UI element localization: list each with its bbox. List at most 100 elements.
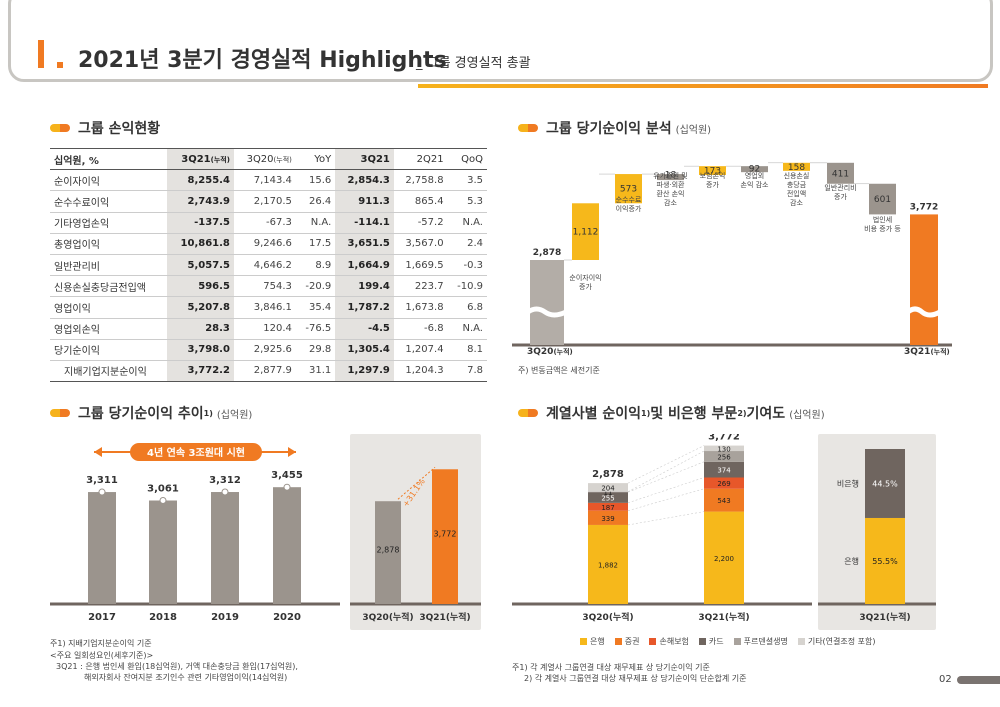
trend-value-label: 3,061 [147, 484, 179, 495]
legend-item: 은행 [580, 636, 605, 647]
waterfall-category-label: 비용 증가 등 [864, 224, 901, 233]
table-cell: 8.1 [447, 339, 487, 361]
table-cell: 4,646.2 [233, 254, 296, 277]
table-cell: 3.5 [447, 169, 487, 192]
waterfall-value-label: 411 [832, 169, 849, 179]
table-cell: 1,673.8 [393, 296, 448, 319]
trend-note-2: <주요 일회성요인(세후기준)> [50, 651, 154, 660]
row-label: 당기순이익 [50, 339, 168, 361]
table-cell: 1,207.4 [393, 339, 448, 361]
banner-pill [130, 443, 262, 461]
contrib-category-label: 3Q21(누적) [698, 611, 749, 623]
table-cell: -114.1 [335, 212, 394, 234]
growth-category-label: 3Q21(누적) [419, 611, 470, 623]
table-cell: 35.4 [295, 296, 336, 319]
legend-label: 증권 [624, 637, 640, 646]
header-accent-bar [38, 40, 44, 68]
contrib-segment-label: 11 [604, 489, 613, 497]
waterfall-bar [530, 260, 564, 345]
nonbank-share-chart: 55.5% 44.5% 은행 비은행 3Q21(누적) [818, 449, 936, 623]
trend-bar [88, 492, 116, 604]
table-cell: 865.4 [393, 190, 448, 213]
waterfall-value-label: 173 [704, 167, 721, 177]
contrib-segment-label: 543 [717, 497, 730, 505]
waterfall-value-label: 2,878 [533, 248, 561, 258]
contrib-connector [627, 477, 705, 504]
table-cell: 15.6 [295, 169, 336, 192]
waterfall-category-label: 영업외 [745, 171, 764, 180]
header-accent-dot [57, 62, 63, 68]
table-row: 영업이익 5,207.8 3,846.1 35.4 1,787.2 1,673.8 6.8 [50, 296, 487, 319]
waterfall-category-label: 증가 [834, 192, 847, 201]
waterfall-end-label: 3Q21(누적) [904, 347, 950, 357]
table-row: 지배기업지분순이익 3,772.2 2,877.9 31.1 1,297.9 1,204.… [50, 360, 487, 383]
row-label: 영업외손익 [50, 318, 168, 340]
waterfall-bar [657, 174, 684, 181]
waterfall-category-label: 보험손익 [700, 172, 726, 180]
legend-item: 기타(연결조정 포함) [797, 636, 876, 647]
contrib-segment-label: 2,200 [714, 555, 734, 563]
table-cell: 2,743.9 [167, 190, 234, 213]
contrib-connector [627, 461, 705, 493]
table-cell: 5,057.5 [167, 254, 234, 277]
table-row: 당기순이익 3,798.0 2,925.6 29.8 1,305.4 1,207.4 8.1 [50, 339, 487, 361]
bullet-icon [50, 124, 70, 132]
page-title: 2021년 3분기 경영실적 Highlights [78, 48, 447, 73]
col-header: YoY [295, 147, 336, 171]
table-header-row: 십억원, % 3Q21(누적) 3Q20(누적) YoY 3Q21 2Q21 Q… [50, 147, 487, 171]
ni-analysis-heading: 그룹 당기순이익 분석 (십억원) [518, 118, 711, 138]
waterfall-note: 주) 변동금액은 세전기준 [518, 366, 600, 375]
growth-bar [432, 469, 458, 604]
table-cell: 26.4 [295, 190, 336, 213]
table-cell: 31.1 [295, 360, 336, 383]
row-label: 일반관리비 [50, 254, 168, 277]
table-cell: 1,305.4 [335, 339, 394, 361]
row-label: 순이자이익 [50, 169, 168, 192]
table-cell: -4.5 [335, 318, 394, 340]
page-subtitle: _ 그룹 경영실적 총괄 [416, 56, 531, 71]
table-cell: 596.5 [167, 275, 234, 298]
col-header: 3Q21 [335, 147, 394, 171]
table-cell: 8,255.4 [167, 169, 234, 192]
table-cell: -137.5 [167, 212, 234, 234]
share-nonbank-label: 비은행 [837, 478, 859, 488]
contrib-segment [704, 451, 744, 462]
table-cell: 754.3 [233, 275, 296, 298]
growth-category-label: 3Q20(누적) [362, 611, 413, 623]
table-cell: 2,758.8 [393, 169, 448, 192]
waterfall-bar [869, 183, 896, 215]
table-row: 총영업이익 10,861.8 9,246.6 17.5 3,651.5 3,567.0 2.… [50, 233, 487, 255]
table-cell: 5,207.8 [167, 296, 234, 319]
share-bank-segment [865, 517, 905, 604]
banner-text: 4년 연속 3조원대 시현 [147, 446, 245, 459]
waterfall-value-label: 18 [665, 171, 677, 181]
row-label: 총영업이익 [50, 233, 168, 255]
row-label: 신용손실충당금전입액 [50, 275, 168, 298]
trend-year-label: 2020 [273, 612, 301, 623]
table-cell: 6.8 [447, 296, 487, 319]
table-cell: 2,925.6 [233, 339, 296, 361]
table-cell: 2,170.5 [233, 190, 296, 213]
contrib-note-1: 주1) 각 계열사 그룹연결 대상 재무제표 상 당기순이익 기준 [512, 663, 710, 672]
growth-value-label: 2,878 [377, 546, 400, 555]
bullet-icon [50, 409, 70, 417]
contrib-segment-label: 255 [601, 495, 614, 503]
trend-bar [273, 487, 301, 604]
waterfall-bar [783, 162, 810, 171]
pl-table: 십억원, % 3Q21(누적) 3Q20(누적) YoY 3Q21 2Q21 Q… [50, 147, 487, 383]
legend-swatch [733, 638, 741, 645]
trend-note-4: 해외자회사 잔여지분 조기인수 관련 기타영업이익(14십억원) [84, 673, 288, 682]
table-cell: 28.3 [167, 318, 234, 340]
contrib-note-2: 2) 각 계열사 그룹연결 대상 재무제표 상 당기순이익 단순합계 기준 [524, 674, 747, 683]
contrib-segment-label: 130 [717, 445, 730, 453]
table-cell: 2,877.9 [233, 360, 296, 383]
table-cell: 3,567.0 [393, 233, 448, 255]
table-cell: -20.9 [295, 275, 336, 298]
legend-swatch [649, 638, 657, 645]
axis-break-icon [526, 306, 568, 318]
contrib-segment-label: 1,882 [598, 561, 618, 569]
waterfall-value-label: 3,772 [910, 202, 938, 212]
waterfall-category-label: 충당금 [787, 180, 807, 189]
waterfall-bar [699, 166, 726, 175]
table-cell: 2,854.3 [335, 169, 394, 192]
